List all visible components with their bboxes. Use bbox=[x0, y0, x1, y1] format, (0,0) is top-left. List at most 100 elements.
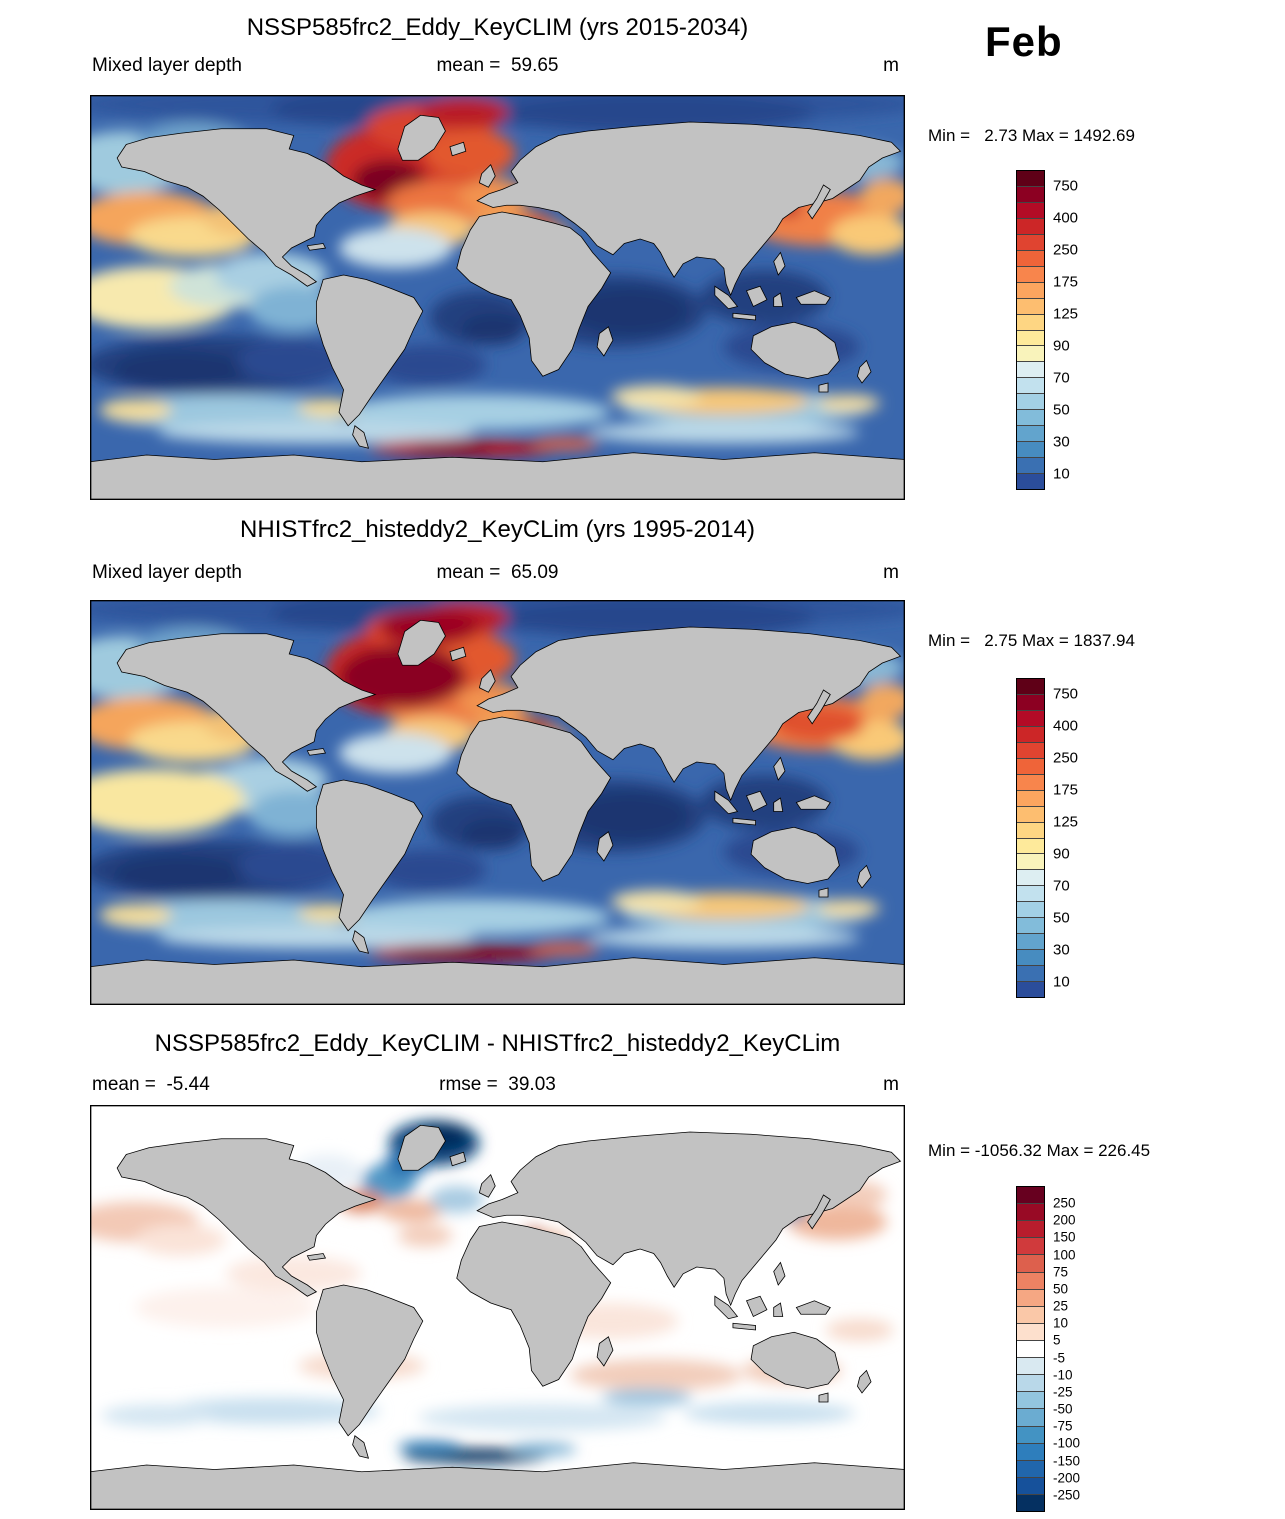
colorbar-tick-label: 50 bbox=[1053, 401, 1070, 419]
colorbar-tick-label: 200 bbox=[1053, 1212, 1076, 1228]
panel2-title: NHISTfrc2_histeddy2_KeyCLim (yrs 1995-20… bbox=[240, 516, 755, 543]
panel3-colorbar bbox=[1016, 1186, 1045, 1512]
colorbar-tick-label: 70 bbox=[1053, 877, 1070, 895]
panel3-units-label: m bbox=[883, 1074, 899, 1095]
panel2-map bbox=[90, 600, 905, 1005]
colorbar-tick-label: 5 bbox=[1053, 1332, 1061, 1348]
colorbar-tick-label: -150 bbox=[1053, 1453, 1081, 1469]
colorbar-segment bbox=[1017, 901, 1044, 918]
colorbar-segment bbox=[1017, 741, 1044, 758]
colorbar-segment bbox=[1017, 965, 1044, 982]
colorbar-tick-label: 100 bbox=[1053, 1247, 1076, 1263]
colorbar-tick-label: -5 bbox=[1053, 1350, 1066, 1366]
colorbar-segment bbox=[1017, 1357, 1044, 1375]
colorbar-tick-label: 25 bbox=[1053, 1298, 1069, 1314]
colorbar-tick-label: 10 bbox=[1053, 1315, 1069, 1331]
panel2-colorbar bbox=[1016, 678, 1045, 998]
panel2-mean-label: mean = 65.09 bbox=[436, 562, 559, 583]
colorbar-segment bbox=[1017, 171, 1044, 186]
colorbar-segment bbox=[1017, 409, 1044, 426]
colorbar-tick-label: -75 bbox=[1053, 1418, 1073, 1434]
panel1-units-label: m bbox=[883, 55, 899, 76]
colorbar-segment bbox=[1017, 1220, 1044, 1238]
panel1-colorbar-labels: 750 400 250 175 125 90 70 50 30 10 bbox=[1053, 170, 1123, 490]
colorbar-segment bbox=[1017, 233, 1044, 250]
world-map-hist bbox=[90, 600, 905, 1005]
colorbar-tick-label: -250 bbox=[1053, 1487, 1081, 1503]
colorbar-segment bbox=[1017, 361, 1044, 378]
colorbar-segment bbox=[1017, 329, 1044, 346]
colorbar-tick-label: -10 bbox=[1053, 1367, 1073, 1383]
colorbar-tick-label: 50 bbox=[1053, 909, 1070, 927]
colorbar-segment bbox=[1017, 1459, 1044, 1477]
colorbar-segment bbox=[1017, 1288, 1044, 1306]
colorbar-segment bbox=[1017, 1408, 1044, 1426]
colorbar-segment bbox=[1017, 345, 1044, 362]
colorbar-tick-label: 30 bbox=[1053, 433, 1070, 451]
colorbar-segment bbox=[1017, 837, 1044, 854]
colorbar-segment bbox=[1017, 1237, 1044, 1255]
colorbar-tick-label: 10 bbox=[1053, 973, 1070, 991]
colorbar-segment bbox=[1017, 377, 1044, 394]
panel1-minmax: Min = 2.73 Max = 1492.69 bbox=[928, 126, 1135, 145]
colorbar-tick-label: 150 bbox=[1053, 1229, 1076, 1245]
colorbar-segment bbox=[1017, 1425, 1044, 1443]
colorbar-tick-label: -25 bbox=[1053, 1384, 1073, 1400]
colorbar-segment bbox=[1017, 441, 1044, 458]
colorbar-segment bbox=[1017, 1254, 1044, 1272]
panel3-stats: mean = -5.44 rmse = 39.03 m bbox=[90, 1074, 905, 1098]
panel1-mean-label: mean = 59.65 bbox=[436, 55, 559, 76]
colorbar-segment bbox=[1017, 1493, 1044, 1512]
colorbar-segment bbox=[1017, 457, 1044, 474]
colorbar-tick-label: 75 bbox=[1053, 1264, 1069, 1280]
colorbar-tick-label: 125 bbox=[1053, 305, 1079, 323]
colorbar-tick-label: 750 bbox=[1053, 177, 1079, 195]
colorbar-segment bbox=[1017, 313, 1044, 330]
colorbar-segment bbox=[1017, 821, 1044, 838]
colorbar-tick-label: 10 bbox=[1053, 465, 1070, 483]
colorbar-segment bbox=[1017, 949, 1044, 966]
colorbar-segment bbox=[1017, 265, 1044, 282]
colorbar-segment bbox=[1017, 1305, 1044, 1323]
colorbar-tick-label: 90 bbox=[1053, 337, 1070, 355]
colorbar-segment bbox=[1017, 1339, 1044, 1358]
colorbar-tick-label: -200 bbox=[1053, 1470, 1081, 1486]
colorbar-segment bbox=[1017, 1322, 1044, 1340]
colorbar-tick-label: -50 bbox=[1053, 1401, 1073, 1417]
panel1-colorbar bbox=[1016, 170, 1045, 490]
colorbar-segment bbox=[1017, 425, 1044, 442]
colorbar-segment bbox=[1017, 1374, 1044, 1392]
colorbar-segment bbox=[1017, 709, 1044, 726]
panel1-variable-label: Mixed layer depth bbox=[92, 55, 242, 76]
panel3-minmax: Min = -1056.32 Max = 226.45 bbox=[928, 1141, 1151, 1160]
panel2-minmax: Min = 2.75 Max = 1837.94 bbox=[928, 631, 1135, 650]
colorbar-segment bbox=[1017, 725, 1044, 742]
panel2-stats: Mixed layer depth mean = 65.09 m bbox=[90, 562, 905, 586]
colorbar-tick-label: 175 bbox=[1053, 273, 1079, 291]
panel3-colorbar-labels: 250 200 150 100 75 50 25 10 5 -5 -10 -25 -50 -75 -100 -… bbox=[1053, 1186, 1123, 1512]
colorbar-segment bbox=[1017, 297, 1044, 314]
colorbar-segment bbox=[1017, 773, 1044, 790]
colorbar-tick-label: 250 bbox=[1053, 749, 1079, 767]
colorbar-tick-label: 750 bbox=[1053, 685, 1079, 703]
colorbar-segment bbox=[1017, 853, 1044, 870]
colorbar-segment bbox=[1017, 1391, 1044, 1409]
colorbar-segment bbox=[1017, 1271, 1044, 1289]
colorbar-segment bbox=[1017, 679, 1044, 694]
colorbar-tick-label: 50 bbox=[1053, 1281, 1069, 1297]
panel2-units-label: m bbox=[883, 562, 899, 583]
colorbar-segment bbox=[1017, 869, 1044, 886]
colorbar-segment bbox=[1017, 1187, 1044, 1204]
panel3-map bbox=[90, 1105, 905, 1510]
colorbar-segment bbox=[1017, 1203, 1044, 1221]
colorbar-tick-label: 30 bbox=[1053, 941, 1070, 959]
colorbar-tick-label: 175 bbox=[1053, 781, 1079, 799]
colorbar-tick-label: 90 bbox=[1053, 845, 1070, 863]
panel1-stats: Mixed layer depth mean = 59.65 m bbox=[90, 55, 905, 79]
colorbar-tick-label: 400 bbox=[1053, 209, 1079, 227]
panel2-variable-label: Mixed layer depth bbox=[92, 562, 242, 583]
world-map-ssp bbox=[90, 95, 905, 500]
colorbar-tick-label: 70 bbox=[1053, 369, 1070, 387]
world-map-diff bbox=[90, 1105, 905, 1510]
